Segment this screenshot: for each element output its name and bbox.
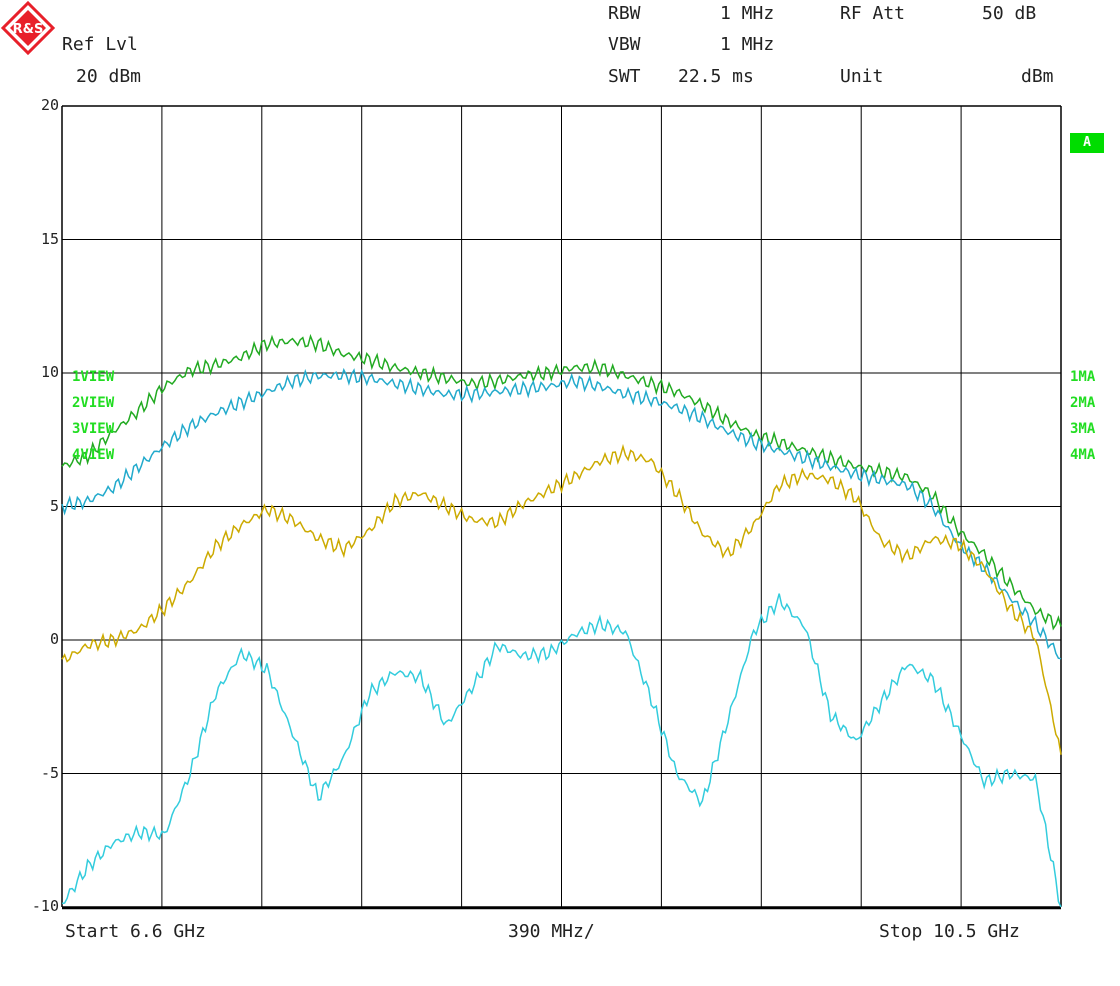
trace-line-3	[61, 443, 1062, 755]
rbw-label: RBW	[608, 3, 641, 24]
frequency-per-division: 390 MHz/	[508, 921, 595, 942]
y-tick-label: 10	[40, 363, 59, 381]
trace-line-4	[61, 593, 1062, 908]
logo-text: R&S	[13, 22, 44, 37]
trace-label-4ma: 4MA	[1070, 447, 1096, 463]
y-tick-label: 0	[49, 630, 59, 648]
trace-label-2ma: 2MA	[1070, 395, 1096, 411]
stop-frequency: Stop 10.5 GHz	[879, 921, 1020, 942]
trace-line-2	[61, 367, 1062, 660]
logo-diamond	[0, 0, 56, 56]
trace-label-3view: 3VIEW	[72, 421, 115, 437]
y-tick-label: -5	[40, 763, 59, 782]
trace-label-1ma: 1MA	[1070, 369, 1096, 385]
swt-label: SWT	[608, 66, 641, 87]
y-tick-label: 15	[40, 229, 59, 248]
unit-value: dBm	[1021, 66, 1054, 87]
y-tick-label: 5	[49, 496, 59, 515]
start-frequency: Start 6.6 GHz	[65, 921, 206, 942]
trace-label-2view: 2VIEW	[72, 395, 115, 411]
vbw-value: 1 MHz	[720, 34, 775, 55]
ref-level-label: Ref Lvl	[62, 34, 138, 55]
unit-label: Unit	[840, 66, 884, 87]
y-tick-label: -10	[31, 897, 59, 915]
trace-label-4view: 4VIEW	[72, 447, 115, 463]
y-tick-label: 20	[40, 96, 59, 114]
logo-inner	[10, 10, 46, 46]
swt-value: 22.5 ms	[678, 66, 754, 87]
rf-att-label: RF Att	[840, 3, 906, 24]
trace-line-1	[61, 333, 1062, 631]
trace-label-3ma: 3MA	[1070, 421, 1096, 437]
vbw-label: VBW	[608, 34, 641, 55]
rf-att-value: 50 dB	[982, 3, 1037, 24]
trace-group	[61, 333, 1062, 908]
plot-grid	[61, 105, 1062, 910]
rbw-value: 1 MHz	[720, 3, 775, 24]
ref-level-value: 20 dBm	[76, 66, 142, 87]
rohde-schwarz-logo: R&S	[0, 0, 56, 56]
trace-badge-a: A	[1070, 133, 1104, 153]
trace-label-1view: 1VIEW	[72, 369, 115, 385]
